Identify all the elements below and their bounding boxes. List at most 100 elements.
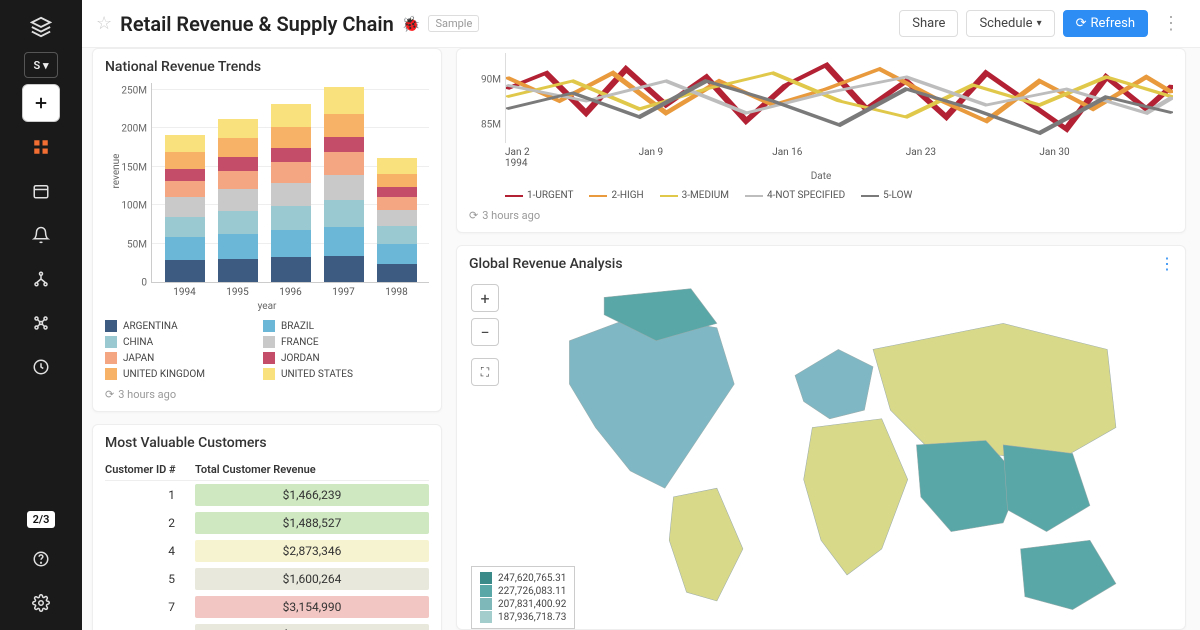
- bar-segment: [218, 138, 258, 157]
- x-tick: 1997: [324, 287, 364, 298]
- customer-revenue: $1,488,527: [195, 512, 429, 534]
- customer-id: 2: [105, 516, 195, 530]
- zoom-out-button[interactable]: −: [471, 318, 499, 346]
- bar-segment: [324, 87, 364, 114]
- topbar: ☆ Retail Revenue & Supply Chain 🐞 Sample…: [82, 0, 1200, 48]
- main-area: ☆ Retail Revenue & Supply Chain 🐞 Sample…: [82, 0, 1200, 630]
- legend-item: 1-URGENT: [505, 190, 573, 201]
- bar-segment: [324, 114, 364, 137]
- table-row[interactable]: 5$1,600,264: [105, 565, 429, 593]
- bar-segment: [271, 127, 311, 149]
- table-row[interactable]: 4$2,873,346: [105, 537, 429, 565]
- calendar-icon[interactable]: [22, 172, 60, 210]
- left-nav-rail: S ▾ 2/3: [0, 0, 82, 630]
- legend-item: 207,831,400.92: [480, 598, 566, 610]
- y-tick: 250M: [121, 85, 147, 96]
- settings-icon[interactable]: [22, 584, 60, 622]
- customer-revenue: $1,466,239: [195, 484, 429, 506]
- map-region[interactable]: [804, 419, 908, 575]
- bar-column[interactable]: 1997: [324, 87, 364, 282]
- table-row[interactable]: 2$1,488,527: [105, 509, 429, 537]
- logo-icon[interactable]: [22, 8, 60, 46]
- table-row[interactable]: 7$3,154,990: [105, 593, 429, 621]
- y-tick: 100M: [121, 201, 147, 212]
- bar-segment: [271, 230, 311, 257]
- star-icon[interactable]: ☆: [96, 13, 112, 34]
- bar-segment: [271, 257, 311, 282]
- bar-segment: [218, 211, 258, 234]
- y-tick: 150M: [121, 162, 147, 173]
- bar-column[interactable]: 1998: [377, 158, 417, 282]
- x-tick: 1998: [377, 287, 417, 298]
- bar-segment: [324, 256, 364, 282]
- table-row[interactable]: 8$1,629,309: [105, 621, 429, 630]
- card-footer: ⟳3 hours ago: [469, 209, 1173, 222]
- customers-card: Most Valuable Customers Customer ID # To…: [92, 424, 442, 630]
- customer-revenue: $2,873,346: [195, 540, 429, 562]
- bar-column[interactable]: 1994: [165, 135, 205, 282]
- add-button[interactable]: [22, 84, 60, 122]
- workspace-switcher[interactable]: S ▾: [24, 52, 58, 78]
- fullscreen-button[interactable]: ⛶: [471, 358, 499, 386]
- card-menu-icon[interactable]: ⋮: [1159, 254, 1175, 273]
- network-icon[interactable]: [22, 304, 60, 342]
- bar-segment: [218, 119, 258, 138]
- table-row[interactable]: 1$1,466,239: [105, 481, 429, 509]
- card-title: Global Revenue Analysis: [469, 256, 1173, 272]
- customer-id: 5: [105, 572, 195, 586]
- bar-segment: [377, 264, 417, 282]
- legend-item: 247,620,765.31: [480, 572, 566, 584]
- legend-item: 2-HIGH: [589, 190, 643, 201]
- bar-segment: [377, 174, 417, 188]
- hierarchy-icon[interactable]: [22, 260, 60, 298]
- page-title: Retail Revenue & Supply Chain: [120, 12, 394, 36]
- bug-icon[interactable]: 🐞: [402, 15, 421, 33]
- x-tick: Jan 30: [1039, 147, 1173, 158]
- schedule-button[interactable]: Schedule▾: [966, 10, 1054, 37]
- more-menu-icon[interactable]: ⋮: [1156, 13, 1186, 34]
- dashboard-grid-icon[interactable]: [22, 128, 60, 166]
- y-axis-label: revenue: [111, 154, 122, 189]
- customer-id: 7: [105, 600, 195, 614]
- x-tick: Jan 23: [906, 147, 1040, 158]
- map-region[interactable]: [669, 488, 743, 601]
- help-icon[interactable]: [22, 540, 60, 578]
- map-region[interactable]: [873, 323, 1116, 462]
- line-chart: 90M 85M: [469, 53, 1173, 143]
- bar-segment: [377, 226, 417, 244]
- card-title: National Revenue Trends: [105, 59, 429, 75]
- map-region[interactable]: [795, 349, 873, 418]
- bar-segment: [324, 200, 364, 227]
- y-tick: 200M: [121, 124, 147, 135]
- bar-segment: [377, 187, 417, 196]
- bar-segment: [324, 227, 364, 256]
- refresh-icon: ⟳: [105, 388, 114, 401]
- bar-segment: [165, 237, 205, 260]
- bar-segment: [165, 197, 205, 216]
- y-tick: 0: [141, 278, 147, 289]
- bar-column[interactable]: 1996: [271, 104, 311, 282]
- bell-icon[interactable]: [22, 216, 60, 254]
- global-map-card: Global Revenue Analysis ⋮ + − ⛶ 247,620,…: [456, 245, 1186, 630]
- refresh-button[interactable]: ⟳Refresh: [1063, 10, 1148, 37]
- map-region[interactable]: [569, 315, 734, 489]
- refresh-icon: ⟳: [1076, 16, 1087, 31]
- legend-item: ARGENTINA: [105, 320, 245, 332]
- legend-item: 227,726,083.11: [480, 585, 566, 597]
- bar-column[interactable]: 1995: [218, 119, 258, 282]
- map-region[interactable]: [1021, 540, 1116, 609]
- legend-item: FRANCE: [263, 336, 403, 348]
- map-region[interactable]: [1003, 445, 1090, 532]
- share-button[interactable]: Share: [899, 10, 958, 37]
- priority-linechart-card: 90M 85M Jan 2Jan 9Jan 16Jan 23Jan 30 199…: [456, 48, 1186, 233]
- bar-segment: [165, 181, 205, 198]
- legend-item: 187,936,718.73: [480, 611, 566, 623]
- bar-segment: [324, 175, 364, 200]
- clock-icon[interactable]: [22, 348, 60, 386]
- customer-id: 1: [105, 488, 195, 502]
- zoom-in-button[interactable]: +: [471, 284, 499, 312]
- map-legend: 247,620,765.31227,726,083.11207,831,400.…: [471, 566, 575, 629]
- bar-segment: [377, 244, 417, 264]
- legend-item: BRAZIL: [263, 320, 403, 332]
- chart-legend: ARGENTINABRAZILCHINAFRANCEJAPANJORDANUNI…: [105, 320, 429, 380]
